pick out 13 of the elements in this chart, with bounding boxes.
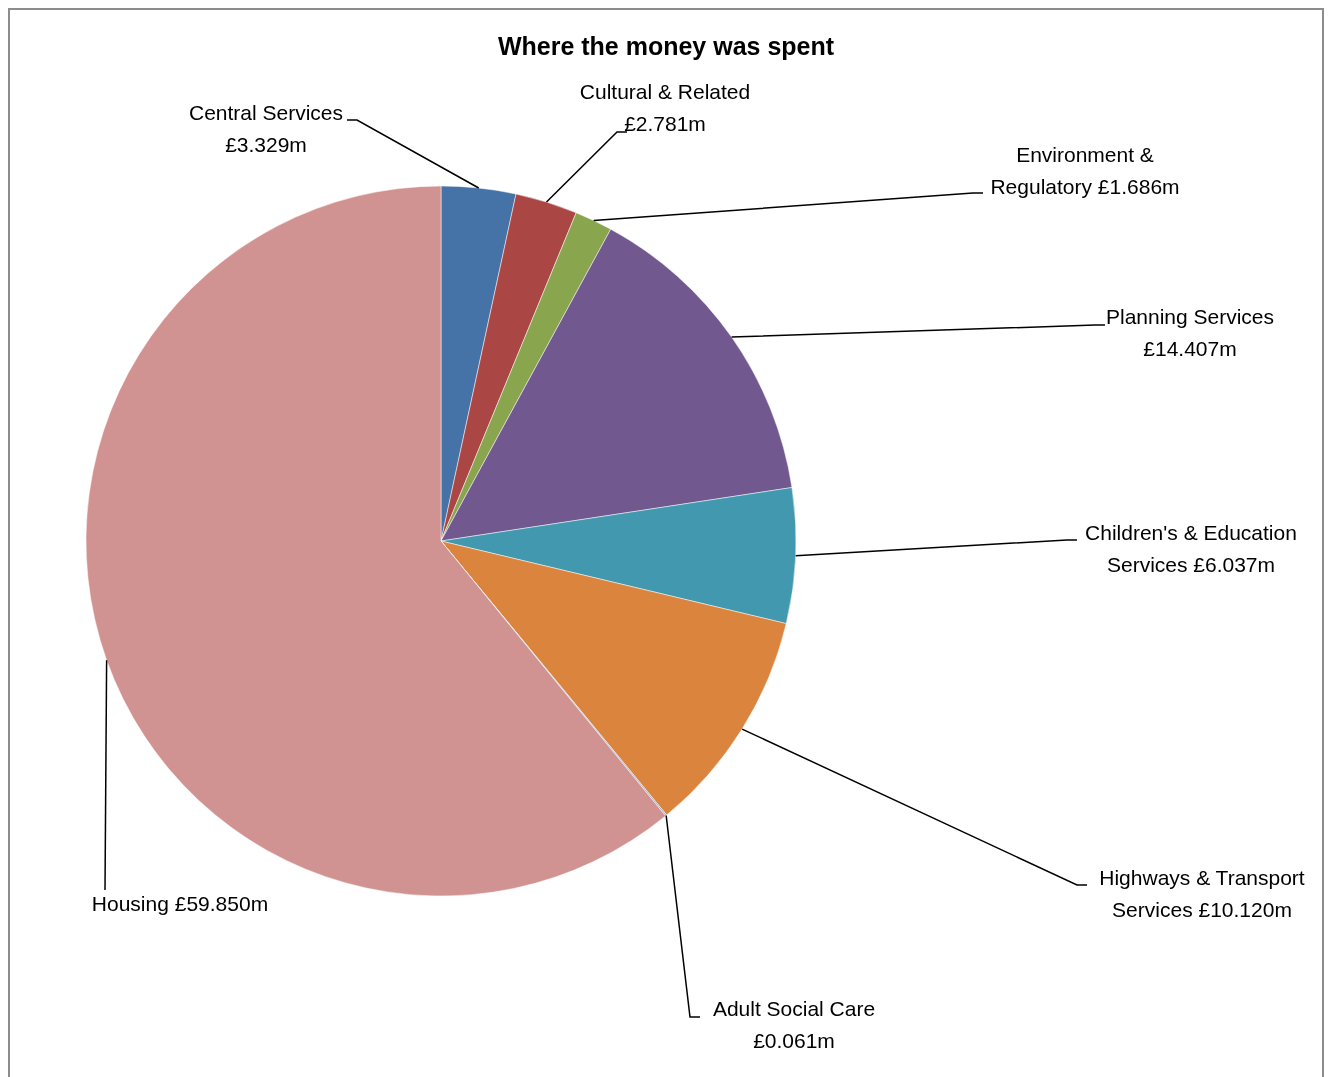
- slice-label: Cultural & Related: [579, 79, 751, 103]
- slice-label: Children's & Education Services £6.037m: [1085, 520, 1297, 576]
- data-label: £3.329m: [225, 132, 307, 156]
- data-label: £2.781m: [624, 111, 706, 135]
- slice-label: Central Services: [188, 100, 344, 124]
- data-label: £0.061m: [753, 1028, 835, 1052]
- slice-label: Highways & Transport Services £10.120m: [1099, 865, 1305, 921]
- data-label: £14.407m: [1143, 336, 1237, 360]
- slice-label: Housing £59.850m: [91, 891, 269, 915]
- slice-label: Adult Social Care: [712, 996, 876, 1020]
- slice-label: Environment & Regulatory £1.686m: [990, 142, 1180, 198]
- chart-title: Where the money was spent: [496, 32, 836, 61]
- slice-label: Planning Services: [1105, 304, 1275, 328]
